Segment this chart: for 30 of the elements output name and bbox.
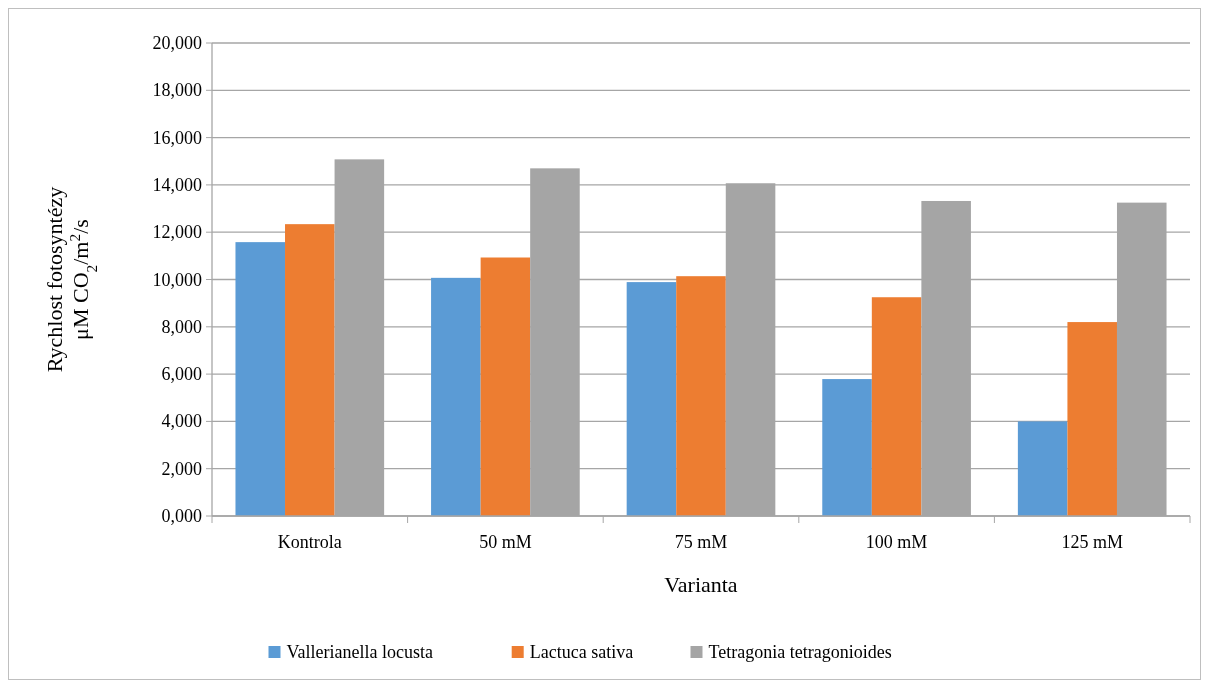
- legend-label: Vallerianella locusta: [286, 642, 433, 662]
- bar: [1017, 421, 1068, 516]
- y-tick-label: 14,000: [152, 174, 202, 195]
- x-tick-label: 75 mM: [674, 532, 728, 552]
- y-tick-label: 6,000: [161, 364, 202, 385]
- bar: [676, 276, 726, 516]
- y-tick-label: 18,000: [152, 80, 202, 101]
- bar: [1067, 322, 1117, 516]
- bar: [285, 224, 335, 516]
- y-tick-label: 10,000: [152, 269, 202, 290]
- legend-label: Lactuca sativa: [529, 642, 634, 662]
- x-tick-label: 100 mM: [865, 532, 928, 552]
- y-tick-label: 4,000: [161, 411, 202, 432]
- x-tick-label: 125 mM: [1061, 532, 1123, 552]
- y-tick-label: 8,000: [161, 316, 202, 337]
- bar: [822, 379, 872, 516]
- y-tick-label: 12,000: [152, 222, 202, 243]
- y-tick-label: 0,000: [161, 506, 202, 526]
- bar: [871, 297, 922, 516]
- bar: [480, 257, 531, 516]
- x-tick-label: 50 mM: [479, 532, 532, 552]
- x-tick-label: Kontrola: [277, 532, 342, 552]
- y-tick-label: 2,000: [161, 458, 202, 479]
- bar: [431, 277, 481, 516]
- bar: [235, 242, 286, 516]
- y-tick-label: 20,000: [152, 33, 202, 53]
- bar: [626, 282, 677, 516]
- legend-label: Tetragonia tetragonioides: [708, 642, 892, 662]
- x-axis-title: Varianta: [664, 572, 738, 597]
- y-tick-label: 16,000: [152, 127, 202, 148]
